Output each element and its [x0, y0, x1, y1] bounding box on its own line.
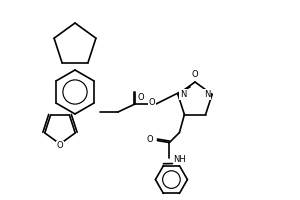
- Text: O: O: [57, 142, 63, 150]
- Text: N: N: [204, 90, 210, 99]
- Text: O: O: [147, 135, 153, 144]
- Text: NH: NH: [173, 155, 186, 164]
- Text: O: O: [149, 98, 155, 107]
- Text: O: O: [192, 70, 198, 79]
- Text: N: N: [180, 90, 186, 99]
- Text: O: O: [138, 94, 145, 102]
